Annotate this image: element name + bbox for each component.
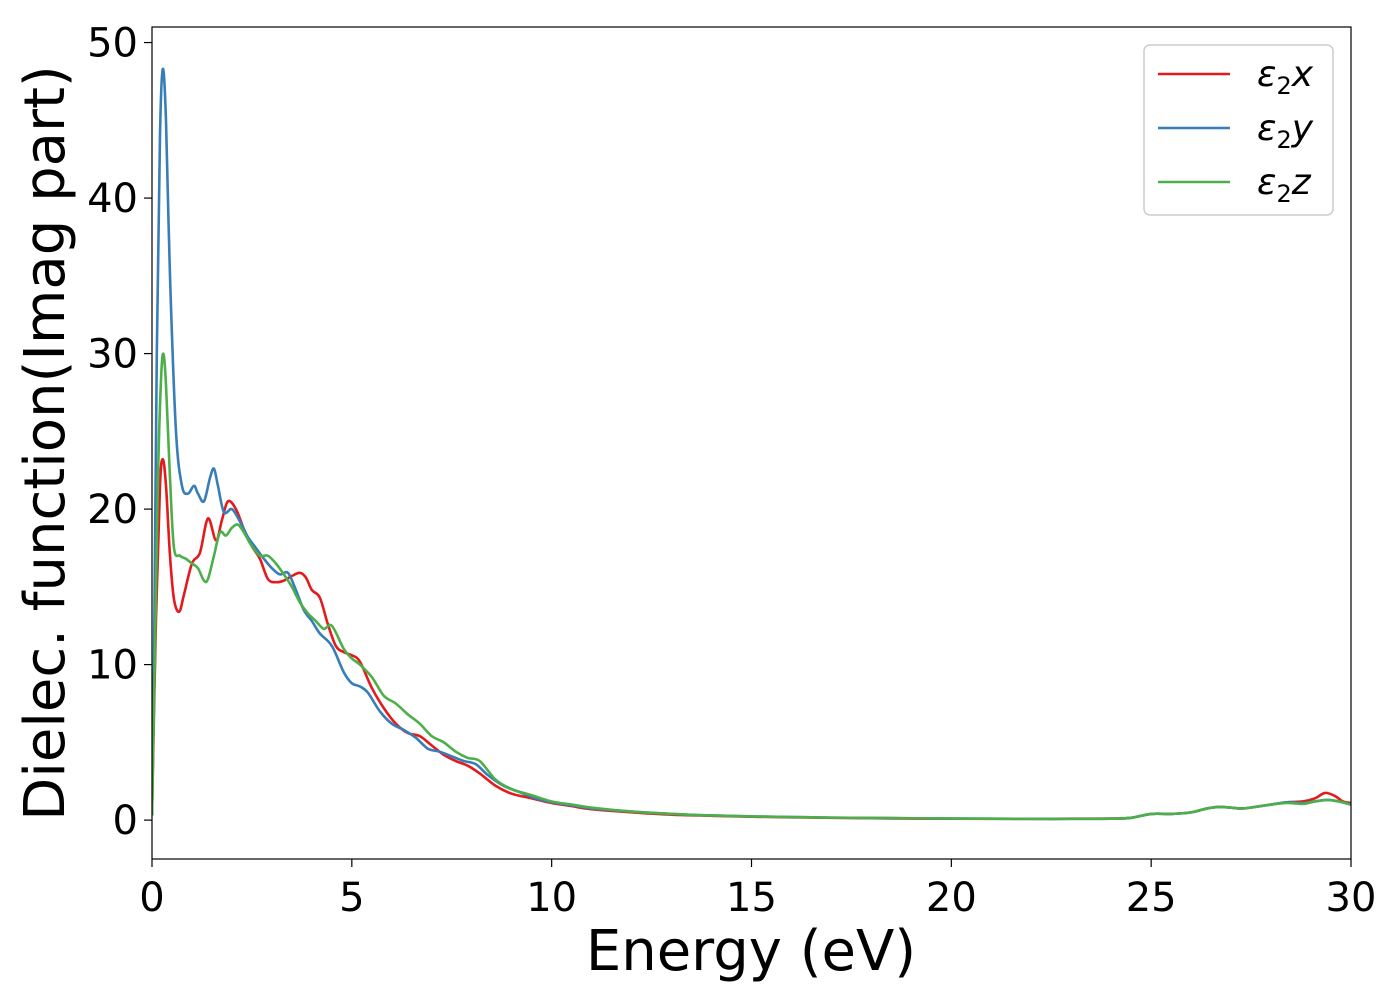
y-axis-ticks: 0 10 20 30 40 50: [87, 21, 152, 844]
y-axis-label: Dielec. function(Imag part): [13, 65, 78, 821]
x-tick-label: 0: [139, 875, 164, 921]
y-tick-label: 40: [87, 176, 138, 222]
y-tick-label: 30: [87, 332, 138, 378]
legend-label-x: ε2x: [1257, 54, 1314, 100]
legend-box: [1143, 44, 1334, 216]
y-tick-label: 50: [87, 21, 138, 67]
x-tick-label: 5: [339, 875, 364, 921]
series-lines: [152, 67, 1351, 821]
legend-items: ε2x ε2y ε2z: [1158, 54, 1314, 208]
x-tick-label: 25: [1126, 875, 1177, 921]
x-tick-label: 30: [1326, 875, 1377, 921]
y-tick-label: 0: [113, 798, 138, 844]
series-line-z: [152, 352, 1351, 821]
legend-label-z: ε2z: [1257, 162, 1312, 208]
y-tick-label: 10: [87, 643, 138, 689]
x-tick-label: 10: [526, 875, 577, 921]
x-axis-label: Energy (eV): [586, 919, 916, 984]
x-tick-label: 20: [926, 875, 977, 921]
x-axis-ticks: 0 5 10 15 20 25 30: [139, 859, 1376, 921]
series-line-x: [152, 458, 1351, 821]
y-tick-label: 20: [87, 487, 138, 533]
legend: ε2x ε2y ε2z: [1143, 44, 1334, 216]
x-tick-label: 15: [726, 875, 777, 921]
legend-label-y: ε2y: [1257, 108, 1314, 154]
